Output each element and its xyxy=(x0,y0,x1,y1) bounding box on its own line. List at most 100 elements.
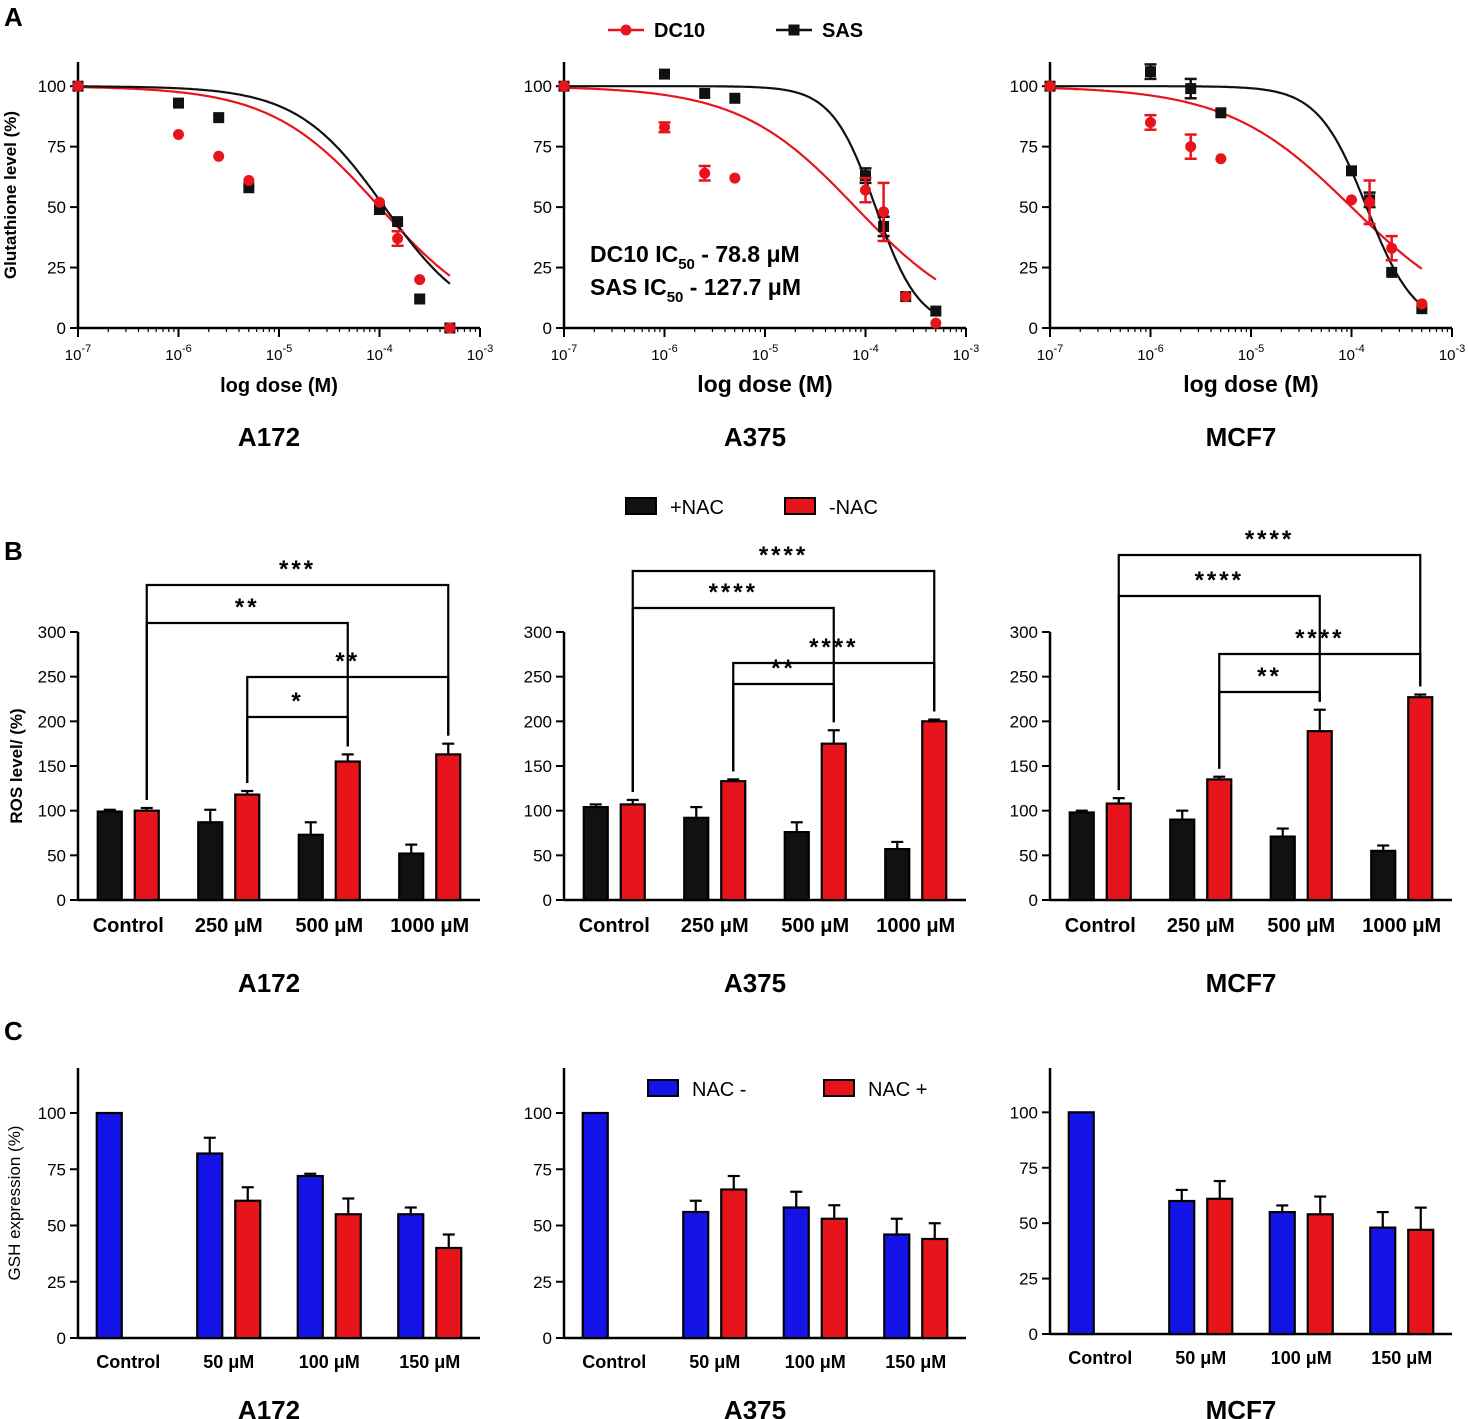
y-tick-label: 0 xyxy=(543,319,552,338)
x-tick-label: 10-4 xyxy=(1338,343,1364,364)
x-tick-base: 10 xyxy=(1439,347,1456,364)
y-tick-label: 25 xyxy=(47,259,66,278)
y-tick-label: 150 xyxy=(524,757,552,776)
data-point-sas xyxy=(729,92,741,104)
significance-label: **** xyxy=(759,542,808,569)
data-point-sas xyxy=(1215,107,1227,119)
data-point-dc10 xyxy=(729,172,741,184)
bar-nac xyxy=(1306,730,1333,902)
x-tick-exponent: -3 xyxy=(1455,343,1465,355)
significance-label: *** xyxy=(279,556,316,583)
chart-title: A375 xyxy=(724,1395,786,1419)
x-category-label: 500 μM xyxy=(1267,915,1335,937)
y-tick-label: 150 xyxy=(38,757,66,776)
bar-nac xyxy=(783,831,810,902)
data-point-sas xyxy=(1145,66,1156,78)
x-category-label: 150 μM xyxy=(885,1352,946,1372)
significance-bracket xyxy=(246,715,349,784)
x-tick-base: 10 xyxy=(953,347,970,364)
significance-bracket xyxy=(732,682,835,772)
significance-label: ** xyxy=(235,594,260,621)
x-tick-base: 10 xyxy=(366,347,383,364)
y-tick-label: 100 xyxy=(524,1104,552,1123)
x-axis-label: log dose (M) xyxy=(697,371,832,397)
legend-label-sas: SAS xyxy=(822,20,863,42)
x-tick-label: 10-4 xyxy=(852,343,878,364)
chart-C-A172: 0 25 50 75 100 Control 50 μM 100 μM 150 μM GSH ex… xyxy=(5,1068,480,1419)
y-tick-label: 300 xyxy=(1010,623,1038,642)
legend-panel-a: DC10 SAS xyxy=(608,20,863,42)
panel-label-a: A xyxy=(4,2,23,32)
x-tick-exponent: -5 xyxy=(768,343,778,355)
significance-label: ** xyxy=(1257,663,1282,690)
panel-label-b: B xyxy=(4,536,23,566)
x-tick-exponent: -4 xyxy=(383,343,393,355)
x-tick-base: 10 xyxy=(1238,347,1255,364)
y-tick-label: 50 xyxy=(47,198,66,217)
y-tick-label: 75 xyxy=(533,138,552,157)
legend-swatch-plus-nac xyxy=(625,497,657,515)
data-point-dc10 xyxy=(1416,298,1428,310)
bar-nac xyxy=(1407,1228,1435,1336)
x-category-label: 1000 μM xyxy=(876,915,955,937)
bar-nac xyxy=(296,1174,324,1340)
x-tick-base: 10 xyxy=(752,347,769,364)
bar-nac xyxy=(133,809,160,902)
x-tick-exponent: -4 xyxy=(1355,343,1365,355)
y-tick-label: 200 xyxy=(524,712,552,731)
y-tick-label: 50 xyxy=(1019,846,1038,865)
x-category-label: 100 μM xyxy=(785,1352,846,1372)
x-tick-label: 10-6 xyxy=(165,343,191,364)
data-point-sas xyxy=(699,87,711,99)
x-category-label: Control xyxy=(1065,915,1136,937)
ic50-annotation-sub: 50 xyxy=(667,289,684,306)
y-tick-label: 25 xyxy=(47,1273,66,1292)
bar-nac xyxy=(334,760,361,902)
y-tick-label: 100 xyxy=(1010,1103,1038,1122)
y-tick-label: 100 xyxy=(524,802,552,821)
y-tick-label: 75 xyxy=(533,1160,552,1179)
y-tick-label: 25 xyxy=(533,259,552,278)
bar-nac xyxy=(683,816,710,902)
bar-nac xyxy=(1407,696,1434,902)
y-axis-label: GSH expression (%) xyxy=(5,1126,24,1281)
legend-marker-sas xyxy=(788,24,800,36)
bar-nac xyxy=(1269,835,1296,902)
bar-nac xyxy=(1068,811,1095,902)
y-tick-label: 50 xyxy=(533,198,552,217)
y-tick-label: 25 xyxy=(1019,1270,1038,1289)
bar-nac xyxy=(1105,802,1132,902)
bar-nac xyxy=(196,1152,224,1340)
y-tick-label: 50 xyxy=(47,1217,66,1236)
x-category-label: 150 μM xyxy=(1371,1348,1432,1368)
x-tick-label: 10-7 xyxy=(65,343,91,364)
x-category-label: 100 μM xyxy=(299,1352,360,1372)
significance-bracket xyxy=(145,621,349,800)
x-tick-exponent: -6 xyxy=(1154,343,1164,355)
bar-nac xyxy=(234,793,261,902)
significance-label: **** xyxy=(1195,567,1244,594)
y-tick-label: 75 xyxy=(47,138,66,157)
x-tick-exponent: -7 xyxy=(567,343,577,355)
x-tick-base: 10 xyxy=(1137,347,1154,364)
x-category-label: 250 μM xyxy=(195,915,263,937)
y-tick-label: 0 xyxy=(1029,891,1038,910)
x-tick-base: 10 xyxy=(1037,347,1054,364)
y-tick-label: 300 xyxy=(524,623,552,642)
data-point-dc10 xyxy=(414,274,426,286)
ic50-annotation-sub: 50 xyxy=(678,256,695,273)
x-tick-exponent: -6 xyxy=(182,343,192,355)
x-tick-base: 10 xyxy=(266,347,283,364)
x-tick-exponent: -4 xyxy=(869,343,879,355)
y-tick-label: 100 xyxy=(38,77,66,96)
x-tick-label: 10-5 xyxy=(266,343,292,364)
bar-nac xyxy=(95,1111,123,1340)
x-category-label: 1000 μM xyxy=(390,915,469,937)
significance-bracket xyxy=(1117,594,1321,791)
x-tick-exponent: -3 xyxy=(483,343,493,355)
ic50-annotation-value: - 127.7 μM xyxy=(683,274,801,300)
chart-title: A172 xyxy=(238,968,300,998)
y-axis-label: Glutathione level (%) xyxy=(1,111,20,279)
